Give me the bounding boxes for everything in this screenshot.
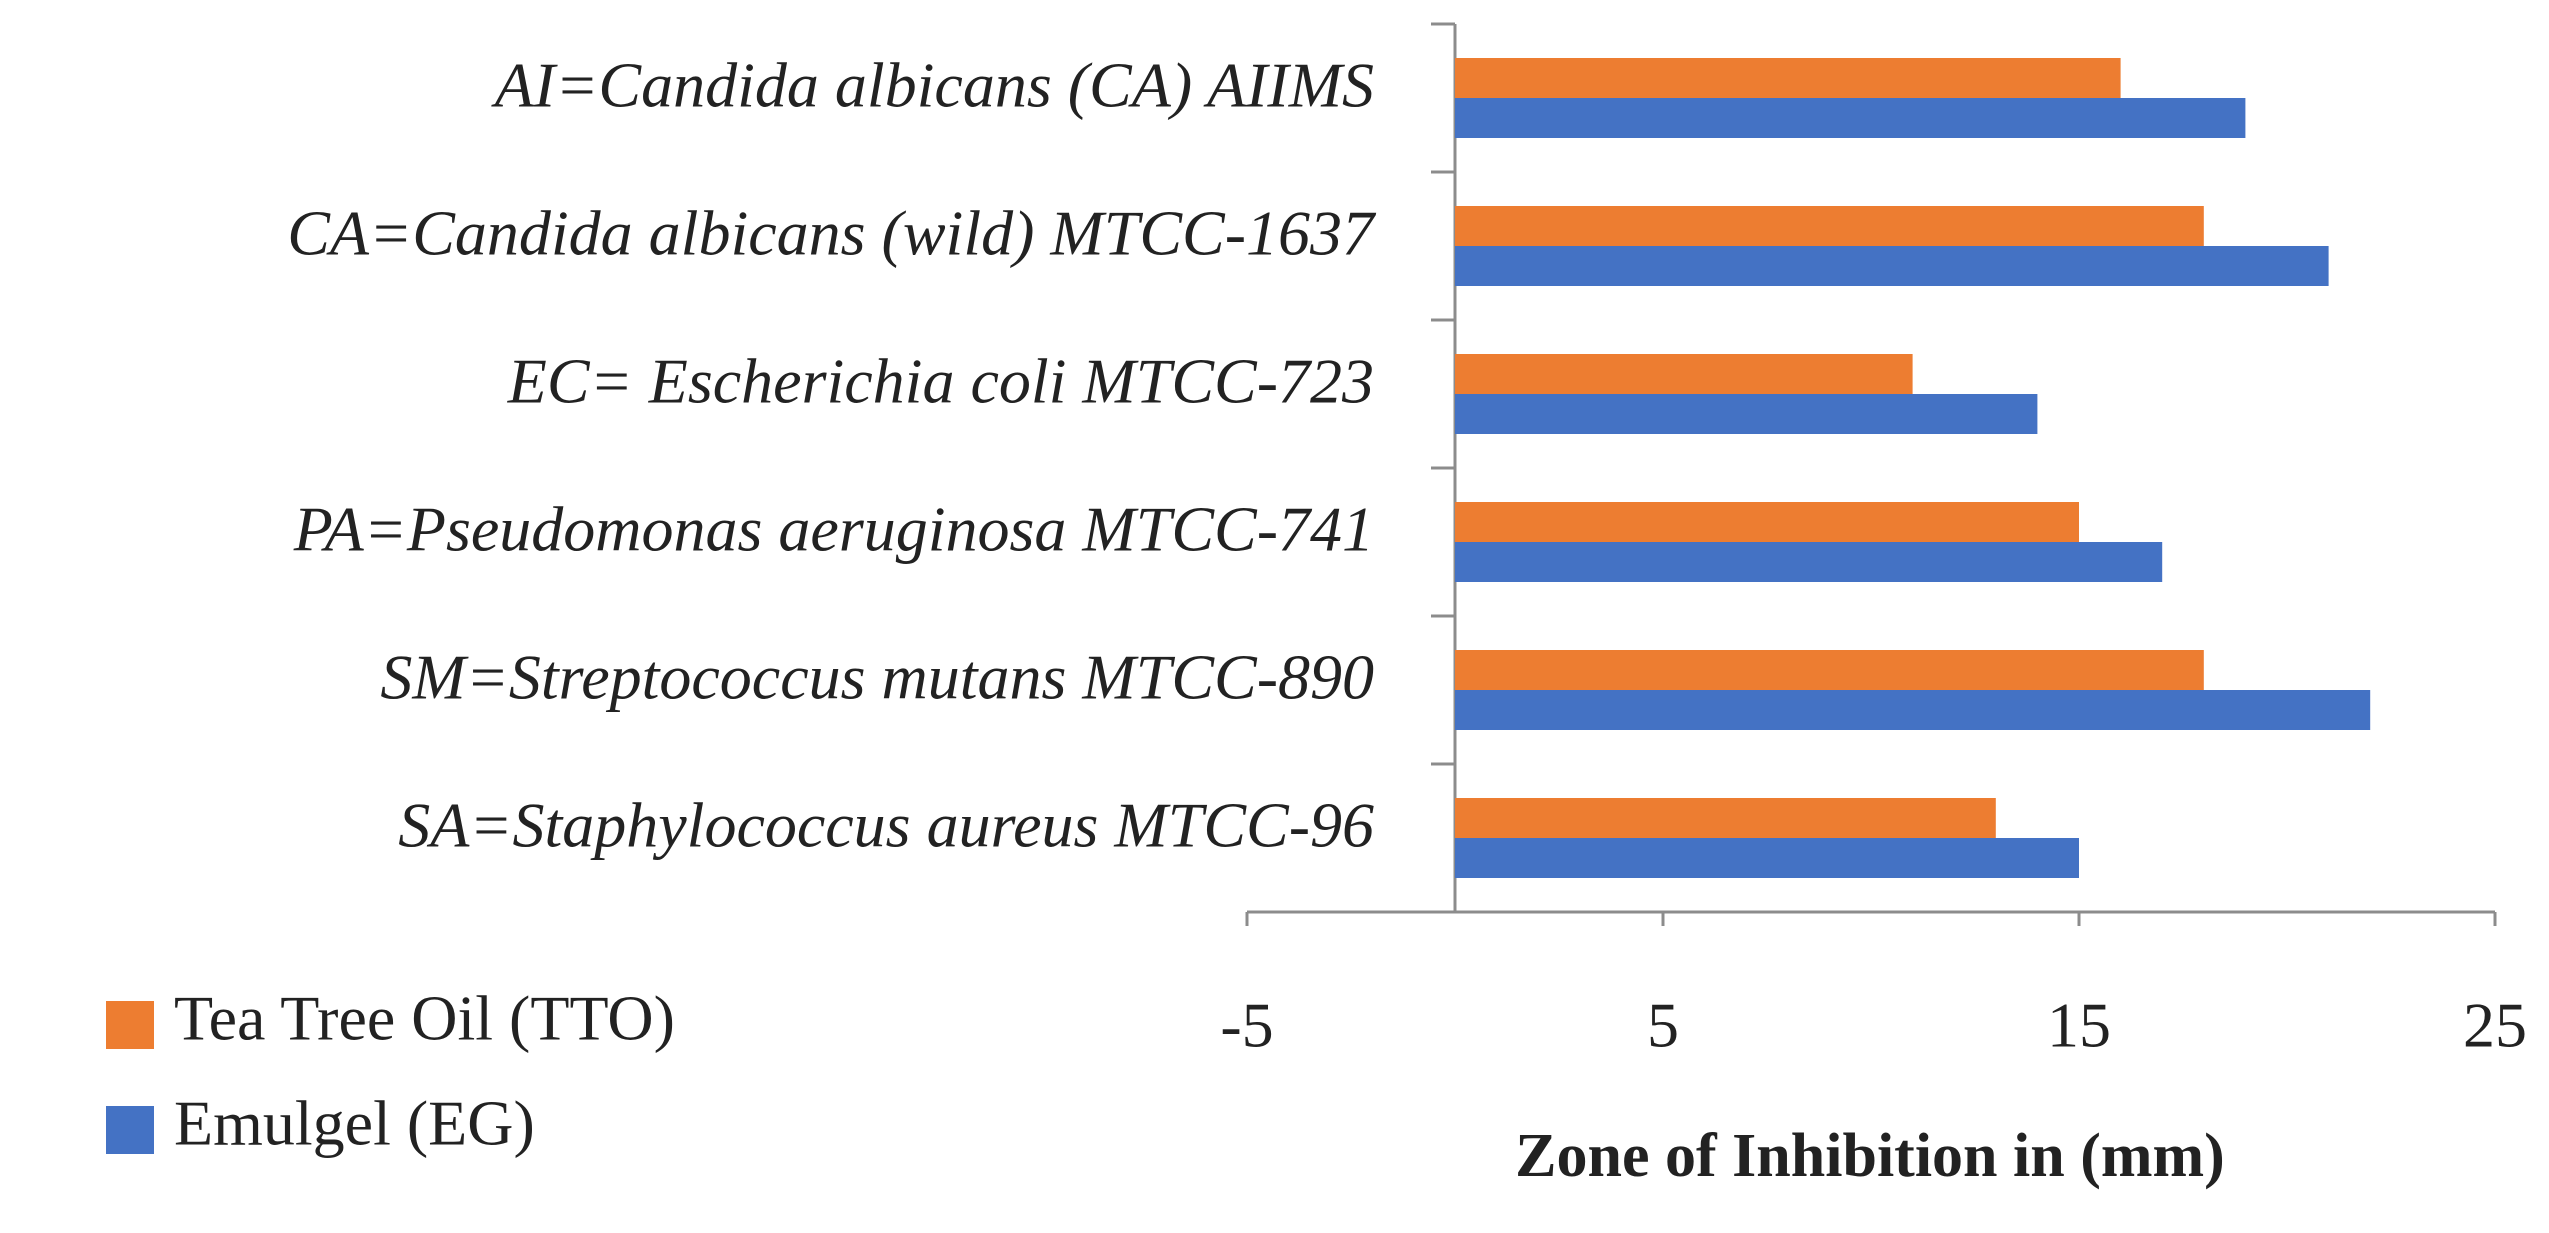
bar bbox=[1455, 206, 2204, 246]
bar bbox=[1455, 246, 2329, 286]
x-tick-label: 25 bbox=[2463, 990, 2527, 1061]
y-tick-label: AI=Candida albicans (CA) AIIMS bbox=[491, 50, 1374, 121]
legend-label: Emulgel (EG) bbox=[174, 1088, 535, 1159]
y-tick-label: EC= Escherichia coli MTCC-723 bbox=[507, 346, 1374, 417]
y-tick-label: PA=Pseudomonas aeruginosa MTCC-741 bbox=[293, 494, 1374, 565]
y-tick-label: CA=Candida albicans (wild) MTCC-1637 bbox=[287, 198, 1377, 269]
bar bbox=[1455, 502, 2079, 542]
legend-swatch bbox=[106, 1106, 154, 1154]
bar bbox=[1455, 394, 2038, 434]
x-tick-label: 5 bbox=[1647, 990, 1679, 1061]
bar bbox=[1455, 690, 2371, 730]
bar bbox=[1455, 542, 2163, 582]
x-tick-label: 15 bbox=[2047, 990, 2111, 1061]
bar bbox=[1455, 354, 1913, 394]
y-tick-label: SM=Streptococcus mutans MTCC-890 bbox=[380, 642, 1374, 713]
bar bbox=[1455, 98, 2246, 138]
legend-label: Tea Tree Oil (TTO) bbox=[174, 983, 675, 1054]
y-tick-label: SA=Staphylococcus aureus MTCC-96 bbox=[398, 790, 1374, 861]
x-axis-title: Zone of Inhibition in (mm) bbox=[1515, 1122, 2225, 1190]
x-tick-label: -5 bbox=[1220, 990, 1273, 1061]
bar bbox=[1455, 838, 2079, 878]
bar bbox=[1455, 58, 2121, 98]
bar bbox=[1455, 650, 2204, 690]
legend-swatch bbox=[106, 1001, 154, 1049]
bar bbox=[1455, 798, 1996, 838]
